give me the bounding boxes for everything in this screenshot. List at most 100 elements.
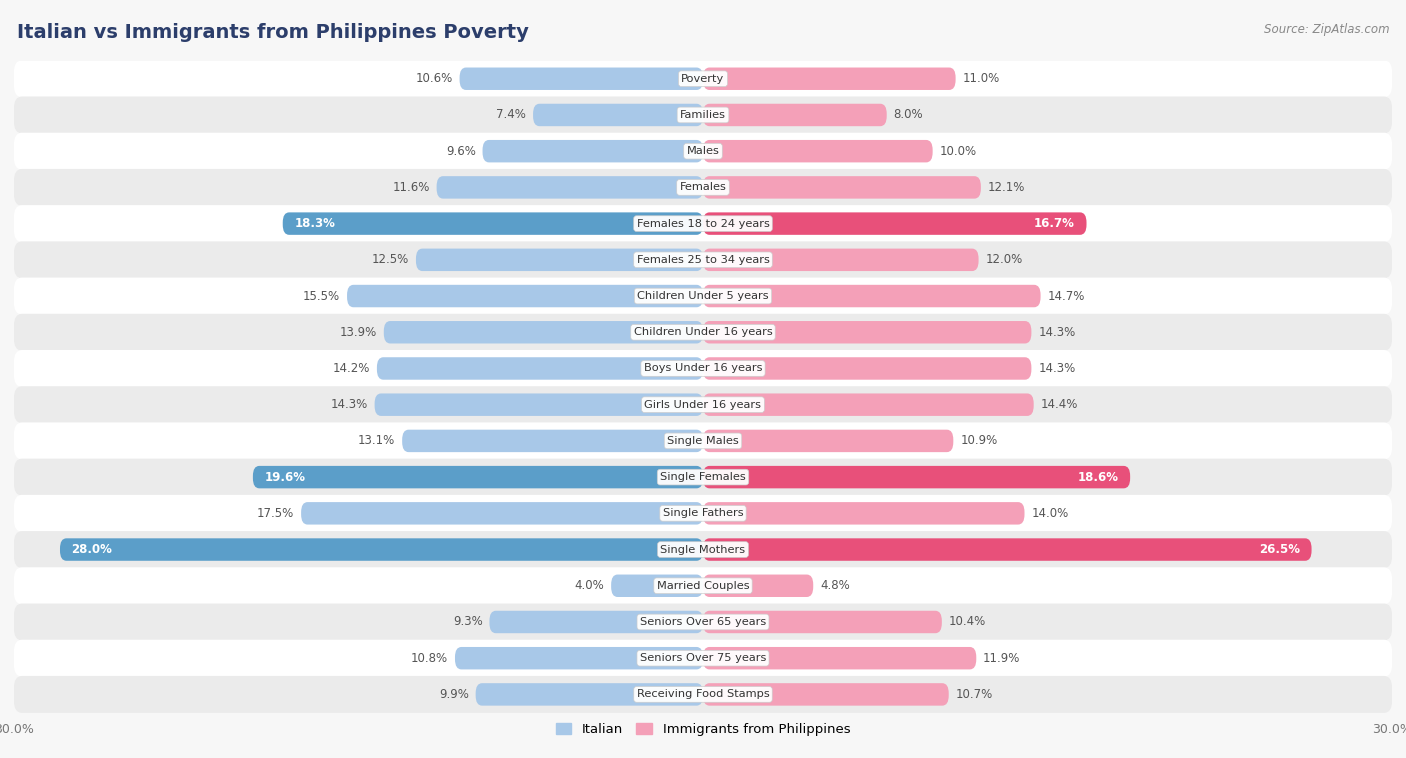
Text: Children Under 16 years: Children Under 16 years (634, 327, 772, 337)
FancyBboxPatch shape (489, 611, 703, 633)
FancyBboxPatch shape (703, 285, 1040, 307)
FancyBboxPatch shape (14, 205, 1392, 242)
FancyBboxPatch shape (347, 285, 703, 307)
FancyBboxPatch shape (703, 575, 813, 597)
FancyBboxPatch shape (456, 647, 703, 669)
FancyBboxPatch shape (374, 393, 703, 416)
FancyBboxPatch shape (703, 67, 956, 90)
Text: Females 18 to 24 years: Females 18 to 24 years (637, 218, 769, 229)
Text: 14.3%: 14.3% (1038, 362, 1076, 375)
Text: Poverty: Poverty (682, 74, 724, 83)
FancyBboxPatch shape (377, 357, 703, 380)
FancyBboxPatch shape (14, 531, 1392, 568)
Text: 8.0%: 8.0% (894, 108, 924, 121)
Text: 10.7%: 10.7% (956, 688, 993, 701)
Text: 14.3%: 14.3% (330, 398, 368, 411)
Text: 9.9%: 9.9% (439, 688, 468, 701)
FancyBboxPatch shape (14, 640, 1392, 677)
FancyBboxPatch shape (703, 683, 949, 706)
FancyBboxPatch shape (14, 133, 1392, 170)
FancyBboxPatch shape (703, 104, 887, 126)
Text: 13.9%: 13.9% (340, 326, 377, 339)
FancyBboxPatch shape (612, 575, 703, 597)
Text: Single Mothers: Single Mothers (661, 544, 745, 555)
FancyBboxPatch shape (703, 249, 979, 271)
FancyBboxPatch shape (14, 422, 1392, 459)
FancyBboxPatch shape (703, 538, 1312, 561)
FancyBboxPatch shape (14, 459, 1392, 496)
Text: 13.1%: 13.1% (359, 434, 395, 447)
Text: 12.5%: 12.5% (371, 253, 409, 266)
Text: 19.6%: 19.6% (264, 471, 305, 484)
Text: Girls Under 16 years: Girls Under 16 years (644, 399, 762, 409)
Text: Single Fathers: Single Fathers (662, 509, 744, 518)
FancyBboxPatch shape (60, 538, 703, 561)
Text: 10.8%: 10.8% (411, 652, 449, 665)
Text: 14.2%: 14.2% (333, 362, 370, 375)
Text: 18.6%: 18.6% (1077, 471, 1119, 484)
Text: 18.3%: 18.3% (294, 217, 335, 230)
FancyBboxPatch shape (14, 277, 1392, 315)
FancyBboxPatch shape (14, 676, 1392, 713)
FancyBboxPatch shape (384, 321, 703, 343)
Text: 16.7%: 16.7% (1035, 217, 1076, 230)
Text: Single Females: Single Females (661, 472, 745, 482)
Text: 12.0%: 12.0% (986, 253, 1022, 266)
Text: Females 25 to 34 years: Females 25 to 34 years (637, 255, 769, 265)
Text: Receiving Food Stamps: Receiving Food Stamps (637, 690, 769, 700)
FancyBboxPatch shape (703, 502, 1025, 525)
Legend: Italian, Immigrants from Philippines: Italian, Immigrants from Philippines (550, 718, 856, 742)
Text: Females: Females (679, 183, 727, 193)
Text: Italian vs Immigrants from Philippines Poverty: Italian vs Immigrants from Philippines P… (17, 23, 529, 42)
Text: 10.9%: 10.9% (960, 434, 997, 447)
FancyBboxPatch shape (703, 176, 981, 199)
FancyBboxPatch shape (402, 430, 703, 452)
FancyBboxPatch shape (475, 683, 703, 706)
FancyBboxPatch shape (703, 393, 1033, 416)
FancyBboxPatch shape (14, 314, 1392, 351)
Text: 17.5%: 17.5% (257, 507, 294, 520)
FancyBboxPatch shape (482, 140, 703, 162)
FancyBboxPatch shape (14, 567, 1392, 604)
Text: 10.0%: 10.0% (939, 145, 977, 158)
Text: 10.4%: 10.4% (949, 615, 986, 628)
FancyBboxPatch shape (703, 647, 976, 669)
Text: Single Males: Single Males (666, 436, 740, 446)
Text: 9.6%: 9.6% (446, 145, 475, 158)
FancyBboxPatch shape (14, 96, 1392, 133)
FancyBboxPatch shape (14, 495, 1392, 532)
FancyBboxPatch shape (460, 67, 703, 90)
Text: 26.5%: 26.5% (1260, 543, 1301, 556)
FancyBboxPatch shape (14, 61, 1392, 97)
FancyBboxPatch shape (703, 430, 953, 452)
Text: Seniors Over 75 years: Seniors Over 75 years (640, 653, 766, 663)
Text: Children Under 5 years: Children Under 5 years (637, 291, 769, 301)
FancyBboxPatch shape (533, 104, 703, 126)
Text: 11.6%: 11.6% (392, 181, 430, 194)
Text: 14.0%: 14.0% (1032, 507, 1069, 520)
Text: 28.0%: 28.0% (72, 543, 112, 556)
Text: 4.8%: 4.8% (820, 579, 849, 592)
FancyBboxPatch shape (703, 466, 1130, 488)
Text: Boys Under 16 years: Boys Under 16 years (644, 364, 762, 374)
FancyBboxPatch shape (703, 611, 942, 633)
FancyBboxPatch shape (14, 241, 1392, 278)
FancyBboxPatch shape (253, 466, 703, 488)
FancyBboxPatch shape (416, 249, 703, 271)
Text: 9.3%: 9.3% (453, 615, 482, 628)
FancyBboxPatch shape (703, 212, 1087, 235)
Text: 10.6%: 10.6% (415, 72, 453, 85)
FancyBboxPatch shape (703, 321, 1032, 343)
FancyBboxPatch shape (283, 212, 703, 235)
Text: 14.7%: 14.7% (1047, 290, 1085, 302)
Text: 15.5%: 15.5% (304, 290, 340, 302)
Text: Families: Families (681, 110, 725, 120)
Text: 4.0%: 4.0% (575, 579, 605, 592)
Text: Seniors Over 65 years: Seniors Over 65 years (640, 617, 766, 627)
FancyBboxPatch shape (14, 169, 1392, 206)
Text: 11.9%: 11.9% (983, 652, 1021, 665)
FancyBboxPatch shape (14, 603, 1392, 641)
Text: 7.4%: 7.4% (496, 108, 526, 121)
FancyBboxPatch shape (14, 387, 1392, 423)
FancyBboxPatch shape (703, 140, 932, 162)
